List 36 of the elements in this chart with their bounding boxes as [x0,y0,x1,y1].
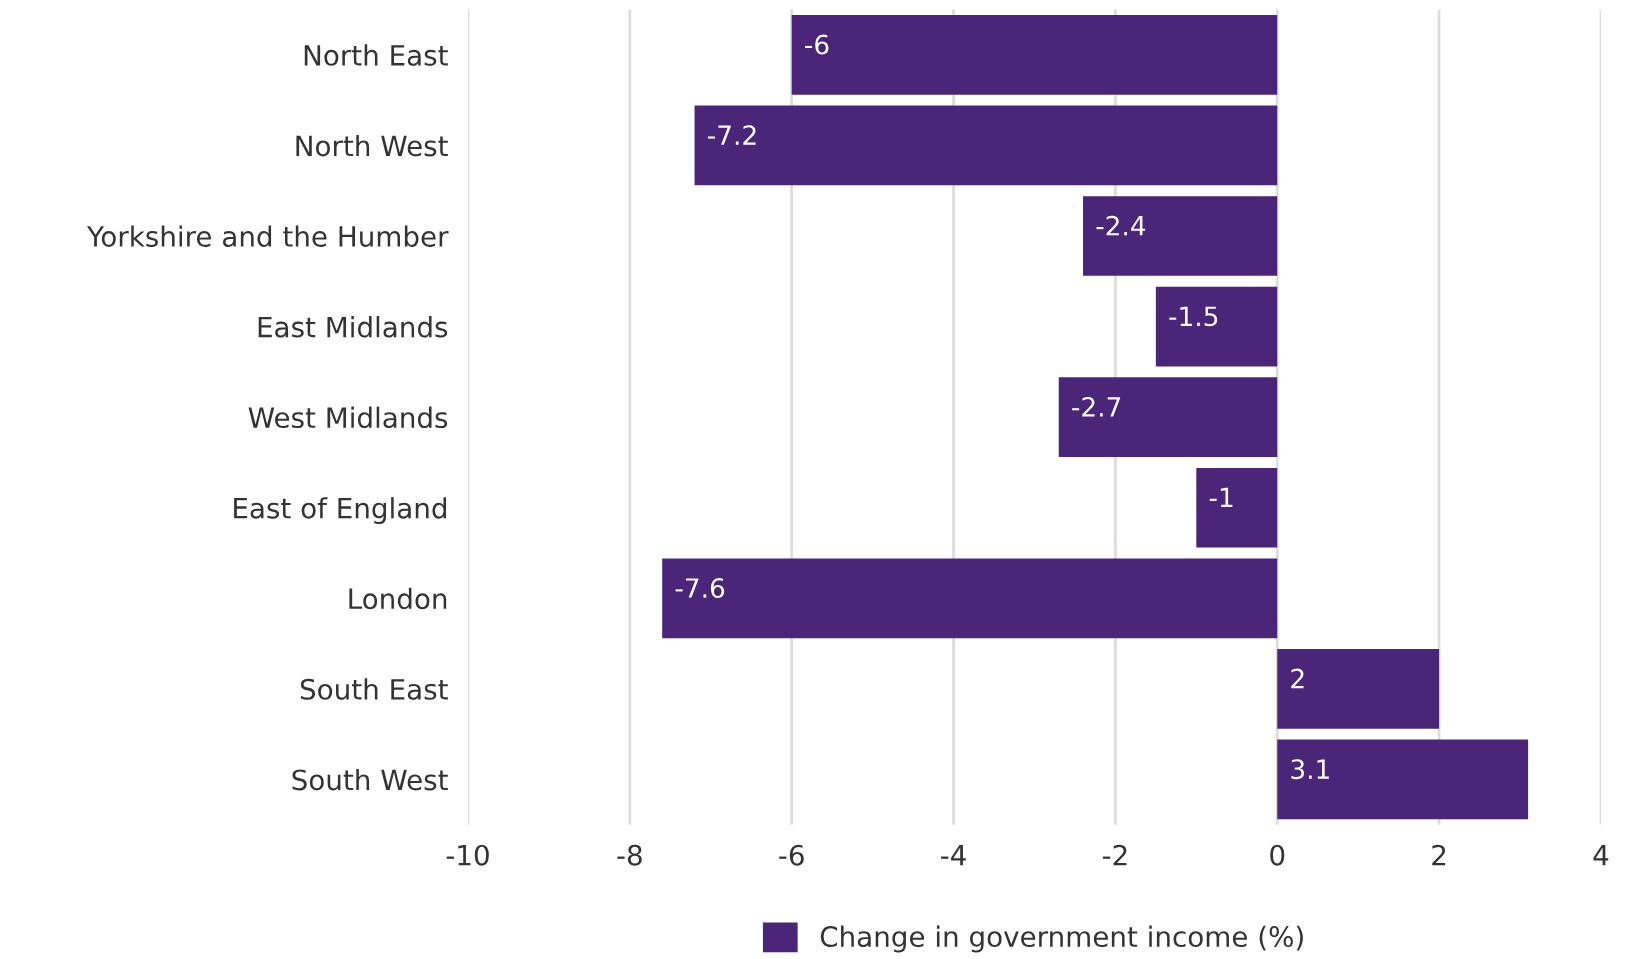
x-tick-label: -6 [779,844,804,866]
y-tick-label: London [349,587,447,610]
bar [1155,286,1278,367]
data-label: -2.7 [1072,396,1121,417]
y-tick-label: East Midlands [258,316,448,338]
y-tick-label: North West [296,134,448,157]
y-tick-label: North East [304,44,448,66]
data-label: 2 [1291,668,1304,689]
bar [662,558,1278,639]
data-label: 3.1 [1291,759,1329,780]
bar [1083,196,1278,276]
bar [1058,377,1278,458]
legend-label: Change in government income (%) [820,925,1303,953]
bar [791,15,1278,95]
data-label: -1 [1209,487,1233,508]
data-label: -1.5 [1169,306,1218,327]
x-tick-label: -2 [1102,844,1127,866]
data-label: -7.6 [675,578,725,598]
y-tick-label: Yorkshire and the Humber [86,225,449,247]
bar [694,105,1278,186]
data-label: -2.4 [1096,215,1146,236]
y-tick-label: West Midlands [248,406,448,429]
y-tick-label: South East [300,678,448,700]
x-tick-label: 2 [1432,844,1446,866]
bar [1196,467,1278,548]
y-tick-label: East of England [234,497,446,525]
x-tick-label: 0 [1270,844,1285,866]
data-label: -7.2 [708,125,756,145]
data-label: -6 [805,34,829,55]
bar [1277,649,1440,729]
x-tick-label: -10 [446,844,489,866]
y-tick-label: South West [292,768,448,791]
bar [1277,739,1529,820]
x-tick-label: 4 [1593,845,1609,866]
x-tick-label: -8 [617,844,642,866]
x-tick-label: -4 [941,845,966,866]
